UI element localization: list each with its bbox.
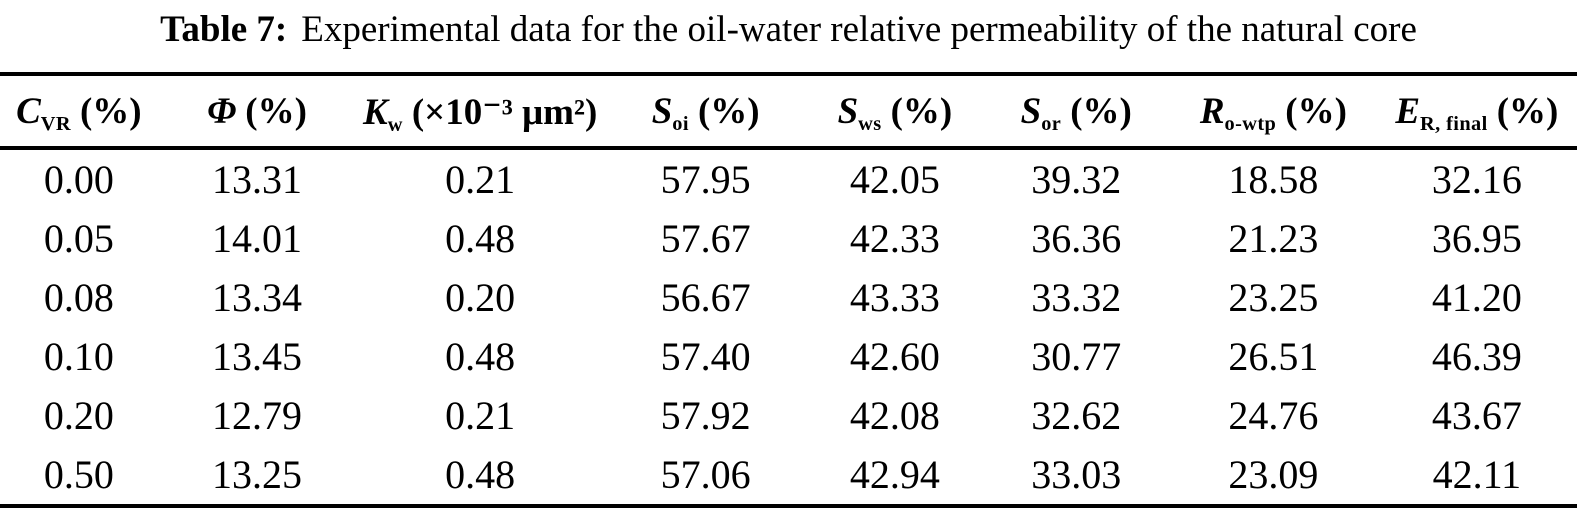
column-header-kw: Kw (×10⁻³ μm²) xyxy=(356,74,604,150)
table-caption-text: Experimental data for the oil-water rela… xyxy=(301,9,1417,50)
table-cell: 42.08 xyxy=(849,393,940,438)
experimental-data-table: CVR (%) Φ (%) Kw (×10⁻³ μm²) Soi (%) Sws (%) … xyxy=(0,72,1577,508)
table-row: 0.00 13.31 0.21 57.95 42.05 39.32 18.58 … xyxy=(0,148,1577,209)
table-cell: 42.94 xyxy=(849,452,940,497)
table-cell: 0.21 xyxy=(445,393,516,438)
cvr-symbol: C xyxy=(16,90,41,132)
table-cell: 42.60 xyxy=(849,334,940,379)
cvr-unit: (%) xyxy=(79,90,142,132)
table-cell: 12.79 xyxy=(212,393,303,438)
table-cell: 0.50 xyxy=(43,452,114,497)
table-cell: 42.05 xyxy=(849,157,940,202)
table-cell: 43.33 xyxy=(849,275,940,320)
erfinal-unit: (%) xyxy=(1496,90,1559,132)
kw-unit: (×10⁻³ μm²) xyxy=(411,91,598,133)
table-cell: 36.95 xyxy=(1431,216,1522,261)
table-cell: 42.11 xyxy=(1432,452,1522,497)
table-cell: 21.23 xyxy=(1228,216,1319,261)
table-row: 0.05 14.01 0.48 57.67 42.33 36.36 21.23 … xyxy=(0,209,1577,268)
table-cell: 13.45 xyxy=(212,334,303,379)
table-cell: 0.05 xyxy=(43,216,114,261)
table-cell: 13.34 xyxy=(212,275,303,320)
table-cell: 0.48 xyxy=(445,216,516,261)
table-cell: 0.48 xyxy=(445,452,516,497)
table-body: 0.00 13.31 0.21 57.95 42.05 39.32 18.58 … xyxy=(0,148,1577,506)
table-cell: 32.16 xyxy=(1431,157,1522,202)
table-cell: 30.77 xyxy=(1031,334,1122,379)
column-header-cvr: CVR (%) xyxy=(0,74,158,150)
table-cell: 42.33 xyxy=(849,216,940,261)
table-cell: 57.06 xyxy=(660,452,751,497)
column-header-phi: Φ (%) xyxy=(157,74,357,150)
table-cell: 43.67 xyxy=(1431,393,1522,438)
soi-subscript: oi xyxy=(672,112,689,135)
table-cell: 33.03 xyxy=(1031,452,1122,497)
erfinal-subscript: R, final xyxy=(1420,112,1488,135)
sor-symbol: S xyxy=(1020,90,1042,132)
table-cell: 57.95 xyxy=(660,157,751,202)
table-cell: 57.67 xyxy=(660,216,751,261)
table-cell: 39.32 xyxy=(1031,157,1122,202)
table-row: 0.08 13.34 0.20 56.67 43.33 33.32 23.25 … xyxy=(0,268,1577,327)
column-header-soi: Soi (%) xyxy=(603,74,808,150)
table-cell: 0.21 xyxy=(445,157,516,202)
sor-subscript: or xyxy=(1041,112,1062,135)
table-cell: 41.20 xyxy=(1431,275,1522,320)
rowtp-subscript: o-wtp xyxy=(1224,112,1277,135)
table-cell: 36.36 xyxy=(1031,216,1122,261)
column-header-sor: Sor (%) xyxy=(982,74,1171,150)
erfinal-symbol: E xyxy=(1395,90,1420,132)
table-cell: 32.62 xyxy=(1031,393,1122,438)
cvr-subscript: VR xyxy=(40,112,71,135)
table-cell: 0.10 xyxy=(43,334,114,379)
table-cell: 57.40 xyxy=(660,334,751,379)
table-header-row: CVR (%) Φ (%) Kw (×10⁻³ μm²) Soi (%) Sws (%) … xyxy=(0,74,1577,150)
rowtp-unit: (%) xyxy=(1285,90,1347,132)
table-cell: 13.25 xyxy=(212,452,303,497)
table-cell: 46.39 xyxy=(1431,334,1522,379)
table-cell: 18.58 xyxy=(1228,157,1319,202)
sws-symbol: S xyxy=(837,90,859,132)
sws-subscript: ws xyxy=(858,112,882,135)
table-cell: 24.76 xyxy=(1228,393,1319,438)
rowtp-symbol: R xyxy=(1199,90,1225,132)
table-cell: 13.31 xyxy=(212,157,303,202)
table-cell: 0.20 xyxy=(43,393,114,438)
table-caption: Table 7: Experimental data for the oil-wa… xyxy=(0,0,1577,72)
table-cell: 0.08 xyxy=(43,275,114,320)
table-cell: 26.51 xyxy=(1228,334,1319,379)
table-cell: 14.01 xyxy=(212,216,303,261)
table-cell: 0.20 xyxy=(445,275,516,320)
table-cell: 33.32 xyxy=(1031,275,1122,320)
table-cell: 0.48 xyxy=(445,334,516,379)
table-row: 0.20 12.79 0.21 57.92 42.08 32.62 24.76 … xyxy=(0,386,1577,445)
sor-unit: (%) xyxy=(1070,90,1132,132)
table-cell: 0.00 xyxy=(43,157,114,202)
kw-subscript: w xyxy=(387,113,403,136)
table-row: 0.10 13.45 0.48 57.40 42.60 30.77 26.51 … xyxy=(0,327,1577,386)
sws-unit: (%) xyxy=(890,90,953,132)
soi-unit: (%) xyxy=(697,90,760,132)
column-header-erfinal: ER, final (%) xyxy=(1376,74,1577,150)
kw-symbol: K xyxy=(363,91,388,133)
table-cell: 56.67 xyxy=(660,275,751,320)
table-cell: 23.25 xyxy=(1228,275,1319,320)
column-header-rowtp: Ro-wtp (%) xyxy=(1170,74,1377,150)
table-row: 0.50 13.25 0.48 57.06 42.94 33.03 23.09 … xyxy=(0,445,1577,506)
table-caption-label: Table 7: xyxy=(160,9,288,50)
table-cell: 57.92 xyxy=(660,393,751,438)
phi-unit: (%) xyxy=(245,90,307,132)
soi-symbol: S xyxy=(651,90,673,132)
column-header-sws: Sws (%) xyxy=(807,74,983,150)
table-cell: 23.09 xyxy=(1228,452,1319,497)
phi-symbol: Φ xyxy=(207,90,237,132)
